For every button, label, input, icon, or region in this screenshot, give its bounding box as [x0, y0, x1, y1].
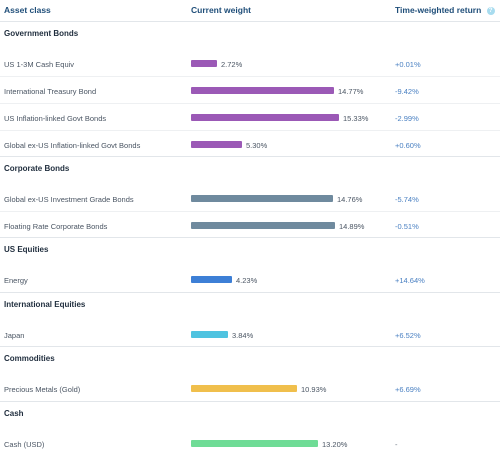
table-header: Asset class Current weight Time-weighted… — [0, 0, 500, 22]
weight-bar — [191, 222, 335, 229]
weight-bar — [191, 440, 318, 447]
weight-value: 2.72% — [221, 60, 243, 69]
group-title: Commodities — [4, 354, 55, 363]
weight-bar — [191, 60, 217, 67]
asset-name: US 1-3M Cash Equiv — [4, 60, 75, 69]
group-separator — [0, 156, 500, 157]
asset-name: Precious Metals (Gold) — [4, 385, 81, 394]
weight-value: 4.23% — [236, 276, 258, 285]
table-row: Floating Rate Corporate Bonds 14.89% -0.51… — [0, 220, 500, 234]
row-separator — [0, 76, 500, 77]
weight-bar — [191, 331, 228, 338]
asset-name: International Treasury Bond — [4, 87, 97, 96]
asset-name: Cash (USD) — [4, 440, 45, 449]
time-weighted-return-label: Time-weighted return — [395, 5, 482, 15]
group-title: Cash — [4, 409, 24, 418]
asset-name: Energy — [4, 276, 28, 285]
return-value: +6.52% — [395, 331, 421, 340]
asset-name: Floating Rate Corporate Bonds — [4, 222, 108, 231]
weight-value: 10.93% — [301, 385, 327, 394]
group-title: Corporate Bonds — [4, 164, 70, 173]
weight-value: 3.84% — [232, 331, 254, 340]
weight-bar — [191, 87, 334, 94]
group-separator — [0, 401, 500, 402]
weight-bar — [191, 385, 297, 392]
return-value: +0.60% — [395, 141, 421, 150]
group-title: Government Bonds — [4, 29, 79, 38]
table-row: Global ex-US Inflation-linked Govt Bonds… — [0, 139, 500, 153]
weight-value: 13.20% — [322, 440, 348, 449]
return-value: -2.99% — [395, 114, 419, 123]
weight-value: 14.77% — [338, 87, 364, 96]
return-value: -9.42% — [395, 87, 419, 96]
row-separator — [0, 211, 500, 212]
return-value: -5.74% — [395, 195, 419, 204]
table-row: US Inflation-linked Govt Bonds 15.33% -2.9… — [0, 112, 500, 126]
return-value: -0.51% — [395, 222, 419, 231]
group-separator — [0, 346, 500, 347]
asset-name: Global ex-US Investment Grade Bonds — [4, 195, 134, 204]
time-weighted-return-header: Time-weighted return ? — [395, 5, 495, 15]
table-row: Cash (USD) 13.20% - — [0, 438, 500, 452]
weight-value: 5.30% — [246, 141, 268, 150]
weight-bar — [191, 114, 339, 121]
group-separator — [0, 292, 500, 293]
table-row: Precious Metals (Gold) 10.93% +6.69% — [0, 383, 500, 397]
group-title: International Equities — [4, 300, 86, 309]
weight-bar — [191, 141, 242, 148]
asset-name: Global ex-US Inflation-linked Govt Bonds — [4, 141, 141, 150]
table-row: Global ex-US Investment Grade Bonds 14.76… — [0, 193, 500, 207]
return-value: - — [395, 440, 398, 449]
weight-bar — [191, 276, 232, 283]
weight-bar — [191, 195, 333, 202]
weight-value: 14.76% — [337, 195, 363, 204]
row-separator — [0, 130, 500, 131]
asset-name: Japan — [4, 331, 25, 340]
asset-class-header: Asset class — [4, 5, 51, 15]
table-row: International Treasury Bond 14.77% -9.42% — [0, 85, 500, 99]
asset-name: US Inflation-linked Govt Bonds — [4, 114, 107, 123]
return-value: +6.69% — [395, 385, 421, 394]
group-title: US Equities — [4, 245, 49, 254]
row-separator — [0, 103, 500, 104]
help-icon[interactable]: ? — [486, 7, 495, 15]
table-row: US 1-3M Cash Equiv 2.72% +0.01% — [0, 58, 500, 72]
return-value: +0.01% — [395, 60, 421, 69]
table-row: Energy 4.23% +14.64% — [0, 274, 500, 288]
current-weight-header: Current weight — [191, 5, 251, 15]
weight-value: 14.89% — [339, 222, 365, 231]
table-row: Japan 3.84% +6.52% — [0, 329, 500, 343]
weight-value: 15.33% — [343, 114, 369, 123]
return-value: +14.64% — [395, 276, 425, 285]
group-separator — [0, 237, 500, 238]
